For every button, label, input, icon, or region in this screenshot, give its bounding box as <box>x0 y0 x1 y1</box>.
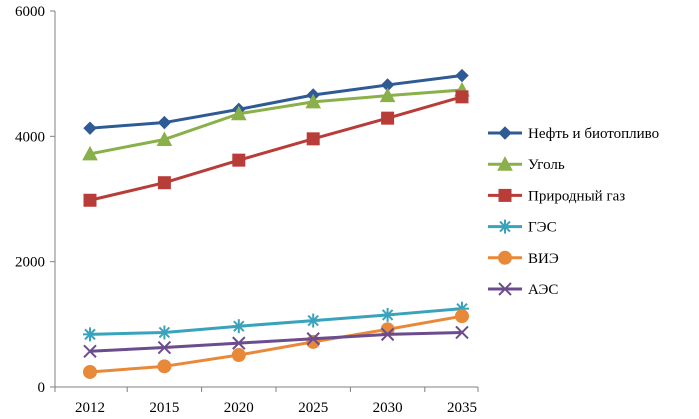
data-point <box>83 344 97 358</box>
data-point <box>231 348 246 363</box>
series-line <box>89 95 463 202</box>
legend-label: Уголь <box>528 157 565 173</box>
data-point <box>306 313 321 328</box>
y-tick-label: 4000 <box>15 129 45 145</box>
series-3 <box>83 301 469 342</box>
data-point <box>230 105 247 121</box>
legend-marker <box>498 126 512 140</box>
data-point <box>156 131 173 146</box>
data-point <box>157 176 171 190</box>
series-5 <box>83 325 469 358</box>
y-tick-label: 6000 <box>15 4 45 20</box>
series-line <box>89 307 463 336</box>
series-layer <box>82 68 470 379</box>
series-1 <box>82 81 470 161</box>
data-point <box>455 325 469 340</box>
data-point <box>381 111 395 125</box>
data-point <box>83 364 97 379</box>
axes: 0 2000 4000 6000 2012 2015 2020 2025 2030 2035 <box>15 4 479 416</box>
series-line <box>89 314 463 374</box>
series-4 <box>83 309 469 379</box>
legend-label: ВИЭ <box>528 251 559 267</box>
data-point <box>83 121 97 135</box>
series-line <box>89 330 463 353</box>
legend-marker <box>498 188 512 202</box>
data-point <box>157 359 172 374</box>
x-tick-label: 2025 <box>298 400 328 416</box>
legend-label: ГЭС <box>528 220 557 236</box>
data-point <box>157 340 172 355</box>
x-tick-label: 2012 <box>75 400 105 416</box>
data-point <box>232 153 246 167</box>
legend-marker <box>498 282 512 296</box>
series-line <box>89 88 463 156</box>
y-tick-label: 2000 <box>15 255 45 271</box>
y-tick-label: 0 <box>38 380 46 396</box>
legend-item: ГЭС <box>488 219 557 236</box>
data-point <box>82 145 98 161</box>
data-point <box>379 87 396 103</box>
x-tick-label: 2015 <box>149 400 179 416</box>
legend-marker <box>498 250 512 265</box>
series-2 <box>83 90 469 207</box>
legend-marker <box>497 156 513 171</box>
legend-item: Природный газ <box>488 188 625 204</box>
legend-item: Нефть и биотопливо <box>488 126 659 142</box>
x-tick-label: 2020 <box>224 400 254 416</box>
legend-item: Уголь <box>488 156 565 173</box>
legend-item: АЭС <box>488 282 558 298</box>
data-point <box>83 193 97 207</box>
data-point <box>157 325 172 340</box>
series-0 <box>83 68 469 135</box>
legend-label: Природный газ <box>528 188 625 204</box>
data-point <box>455 90 469 104</box>
data-point <box>380 327 395 342</box>
data-point <box>380 307 395 322</box>
series-line <box>89 74 463 130</box>
data-point <box>305 93 322 109</box>
data-point <box>306 132 320 146</box>
legend: Нефть и биотопливо Уголь Природный газ ГЭС В… <box>488 126 659 298</box>
x-tick-label: 2035 <box>447 400 477 416</box>
data-point <box>306 332 320 346</box>
data-point <box>83 327 97 342</box>
data-point <box>455 309 469 324</box>
legend-label: АЭС <box>528 282 558 298</box>
data-point <box>232 336 246 350</box>
legend-label: Нефть и биотопливо <box>528 126 659 142</box>
x-tick-label: 2030 <box>373 400 403 416</box>
data-point <box>455 68 469 83</box>
data-point <box>157 115 172 130</box>
legend-marker <box>498 219 512 234</box>
data-point <box>231 319 246 334</box>
legend-item: ВИЭ <box>488 250 559 267</box>
